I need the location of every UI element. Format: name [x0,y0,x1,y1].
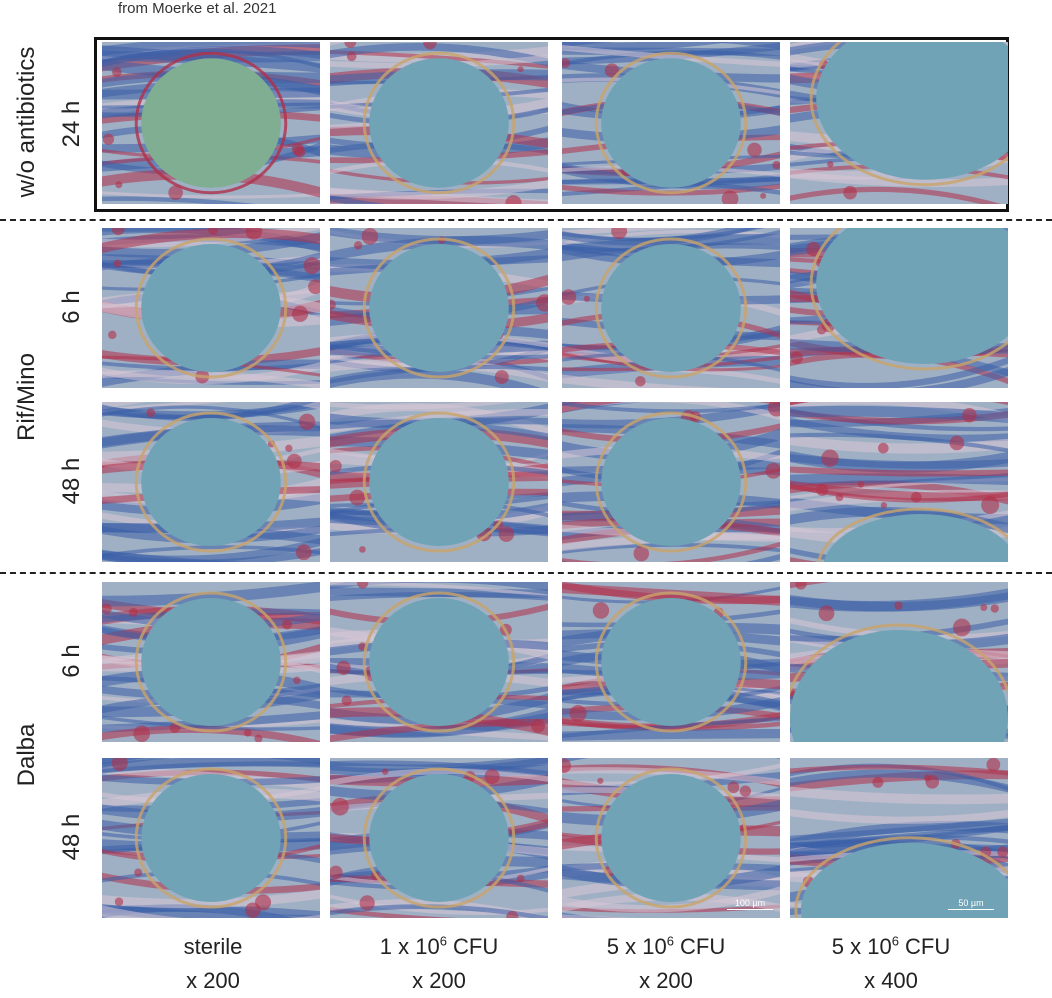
micrograph-wo-24h-1e6 [330,42,548,204]
scale-bar-100um: 100 µm [727,898,773,910]
scale-bar-50um: 50 µm [948,898,994,910]
source-caption: from Moerke et al. 2021 [118,0,277,17]
micrograph-dalba-6h-1e6 [330,582,548,742]
time-label-dalba-48h: 48 h [58,813,85,861]
micrograph-dalba-48h-5e6-x400 [790,758,1008,918]
group-label-dalba: Dalba [13,723,40,787]
micrograph-rif-48h-1e6 [330,402,548,562]
micrograph-rif-48h-sterile [102,402,320,562]
micrograph-wo-24h-sterile [102,42,320,204]
micrograph-rif-6h-5e6-x200 [562,228,780,388]
micrograph-rif-6h-5e6-x400 [790,228,1008,388]
micrograph-rif-48h-5e6-x200 [562,402,780,562]
time-label-dalba-6h: 6 h [58,644,85,678]
micrograph-dalba-48h-5e6-x200 [562,758,780,918]
micrograph-dalba-6h-5e6-x400 [790,582,1008,742]
group-label-rif-mino: Rif/Mino [13,352,40,442]
dashed-divider-2 [0,572,1052,574]
dashed-divider-1 [0,219,1052,221]
group-label-wo-antibiotics: w/o antibiotics [13,46,40,198]
micrograph-wo-24h-5e6-x400 [790,42,1008,204]
micrograph-dalba-48h-sterile [102,758,320,918]
micrograph-dalba-6h-5e6-x200 [562,582,780,742]
micrograph-dalba-48h-1e6 [330,758,548,918]
micrograph-rif-48h-5e6-x400 [790,402,1008,562]
micrograph-wo-24h-5e6-x200 [562,42,780,204]
micrograph-rif-6h-sterile [102,228,320,388]
time-label-rif-6h: 6 h [58,290,85,324]
micrograph-dalba-6h-sterile [102,582,320,742]
time-label-24h: 24 h [58,100,85,148]
time-label-rif-48h: 48 h [58,457,85,505]
micrograph-rif-6h-1e6 [330,228,548,388]
